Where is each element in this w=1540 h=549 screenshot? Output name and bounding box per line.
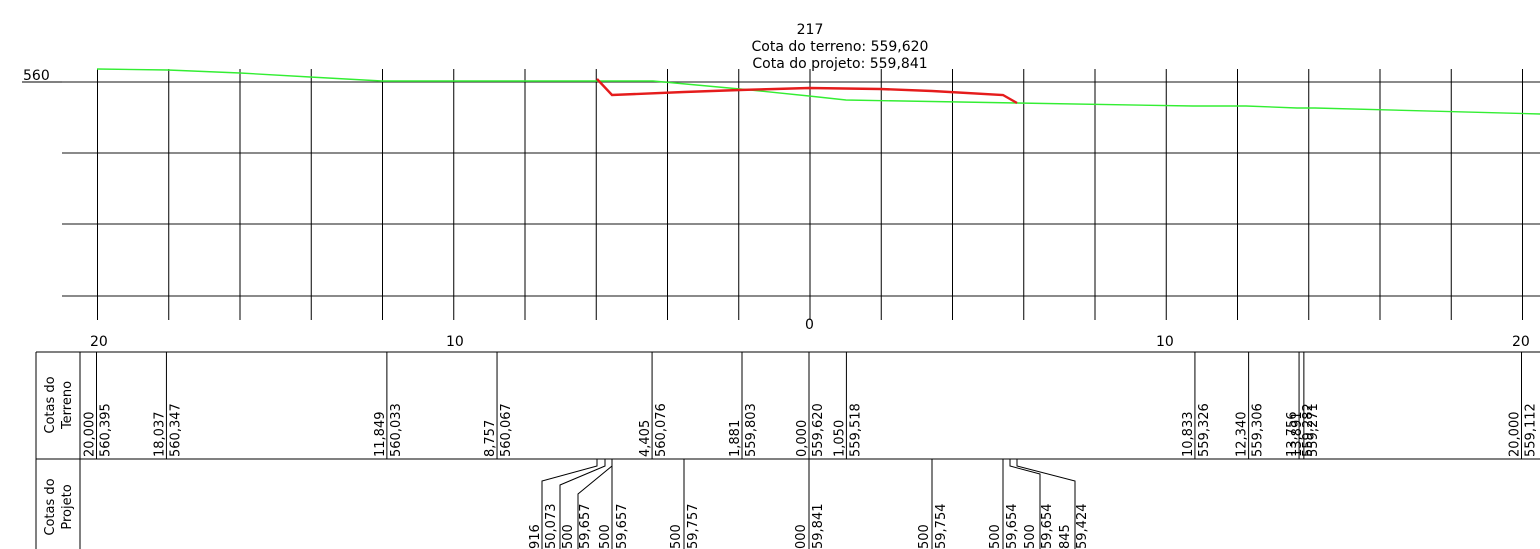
terrain-offset-value: 1,881	[728, 420, 743, 457]
terrain-elevation-value: 559,620	[811, 403, 826, 457]
project-offset-6: 500	[917, 524, 932, 549]
terrain-elevation-value: 559,306	[1251, 403, 1266, 457]
row-title-project-line1: Cotas do	[43, 478, 58, 535]
terrain-elevation-value: 559,326	[1197, 403, 1212, 457]
terrain-elevation-value: 559,112	[1524, 403, 1539, 457]
offset-label-center-0: 0	[805, 317, 814, 333]
project-offset-3: 500	[598, 524, 613, 549]
terrain-offset-value: 20,000	[1508, 412, 1523, 458]
project-elevation-7: 59,654	[1005, 504, 1020, 549]
project-elevation-3: 59,657	[615, 504, 630, 549]
project-elevation-5: 59,841	[811, 504, 826, 549]
terrain-offset-value: 10,833	[1181, 412, 1196, 458]
project-elevation-6: 59,754	[934, 504, 949, 549]
project-elevation-8: 59,654	[1040, 504, 1055, 549]
project-offset-4: 500	[669, 524, 684, 549]
project-elevation-1: 50,073	[544, 504, 559, 549]
terrain-offset-value: 0,000	[795, 420, 810, 457]
offset-label-right-20: 20	[1512, 334, 1530, 350]
terrain-elevation-value: 560,076	[654, 403, 669, 457]
project-elevation-9: 59,424	[1075, 504, 1090, 549]
terrain-offset-value: 11,849	[373, 412, 388, 458]
terrain-elevation-value: 560,067	[499, 403, 514, 457]
project-values: 916 50,073 500 59,657 500 59,657 500 59,…	[528, 504, 1090, 549]
terrain-elevation-value: 560,033	[389, 403, 404, 457]
row-title-terrain: Cotas do Terreno	[43, 376, 75, 433]
project-elevation-2: 59,657	[578, 504, 593, 549]
project-offset-1: 916	[528, 524, 543, 549]
project-offset-7: 500	[988, 524, 1003, 549]
terrain-elevation-value: 559,803	[744, 403, 759, 457]
terrain-offset-value: 8,757	[483, 420, 498, 457]
terrain-offset-value: 12,340	[1235, 412, 1250, 458]
offset-label-right-10: 10	[1156, 334, 1174, 350]
terrain-offset-value: 1,050	[832, 420, 847, 457]
project-leaders	[541, 459, 1076, 549]
project-profile-line	[596, 78, 1018, 105]
terrain-offset-value: 13,756	[1285, 412, 1300, 458]
row-title-terrain-line1: Cotas do	[43, 376, 58, 433]
row-title-project: Cotas do Projeto	[43, 478, 75, 535]
row-title-terrain-line2: Terreno	[60, 381, 75, 430]
station-number: 217	[797, 22, 824, 38]
offset-label-left-20: 20	[90, 334, 108, 350]
terrain-offset-value: 20,000	[83, 412, 98, 458]
project-offset-2: 500	[561, 524, 576, 549]
project-elevation-4: 59,757	[686, 504, 701, 549]
terrain-elevation-label: Cota do terreno: 559,620	[752, 39, 929, 55]
terrain-values: 20,000 560,395 18,037 560,347 11,849 560,033 8…	[83, 352, 1539, 459]
project-offset-9: 845	[1058, 524, 1073, 549]
terrain-elevation-value: 559,282	[1301, 403, 1316, 457]
table-frame	[35, 351, 1540, 549]
terrain-offset-value: 4,405	[638, 420, 653, 457]
terrain-elevation-value: 560,395	[99, 403, 114, 457]
terrain-elevation-value: 559,271	[1306, 403, 1321, 457]
terrain-elevation-value: 560,347	[168, 403, 183, 457]
row-title-project-line2: Projeto	[60, 484, 75, 529]
offset-label-left-10: 10	[446, 334, 464, 350]
elevation-label-560: 560	[23, 68, 50, 84]
project-offset-8: 500	[1023, 524, 1038, 549]
terrain-offset-value: 18,037	[152, 412, 167, 458]
project-elevation-label: Cota do projeto: 559,841	[752, 56, 927, 72]
terrain-profile-line	[96, 68, 1540, 115]
vertical-grid	[97, 69, 1523, 320]
terrain-elevation-value: 559,518	[848, 403, 863, 457]
horizontal-grid	[62, 81, 1540, 297]
terrain-offset-value: 13,891	[1290, 412, 1305, 458]
project-offset-5: 000	[794, 524, 809, 549]
